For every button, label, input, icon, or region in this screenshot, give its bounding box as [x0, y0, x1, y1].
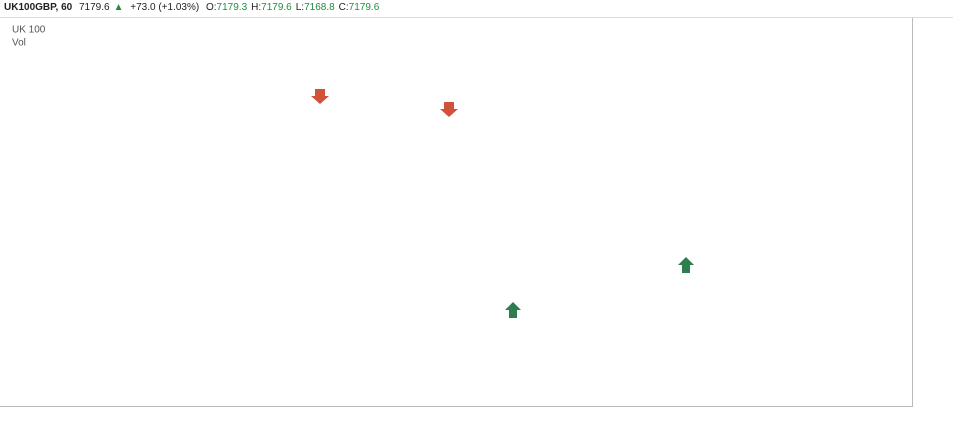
header: UK100GBP, 60 7179.6 ▲ +73.0 (+1.03%) O:71… [4, 0, 387, 17]
buy-arrow [678, 257, 694, 273]
signals [311, 89, 694, 318]
last-price: 7179.6 [78, 2, 110, 13]
up-icon: ▲ [113, 2, 124, 13]
volume-label: Vol [12, 38, 26, 49]
field-label: C: [338, 2, 349, 13]
change: +73.0 (+1.03%) [130, 2, 200, 13]
field-value: 7179.3 [216, 2, 248, 13]
field-label: L: [295, 2, 305, 13]
ohlc-fields: O:7179.3 H:7179.6 L:7168.8 C:7179.6 [206, 2, 383, 13]
sell-arrow [311, 89, 329, 104]
field-label: O: [205, 2, 217, 13]
field-value: 7168.8 [304, 2, 335, 13]
sell-arrow [440, 102, 458, 117]
symbol-label: UK 100 [12, 25, 46, 36]
field-value: 7179.6 [261, 2, 292, 13]
field-value: 7179.6 [348, 2, 380, 13]
buy-arrow [505, 302, 521, 318]
symbol: UK100GBP, 60 [4, 2, 73, 13]
field-label: H: [251, 2, 262, 13]
